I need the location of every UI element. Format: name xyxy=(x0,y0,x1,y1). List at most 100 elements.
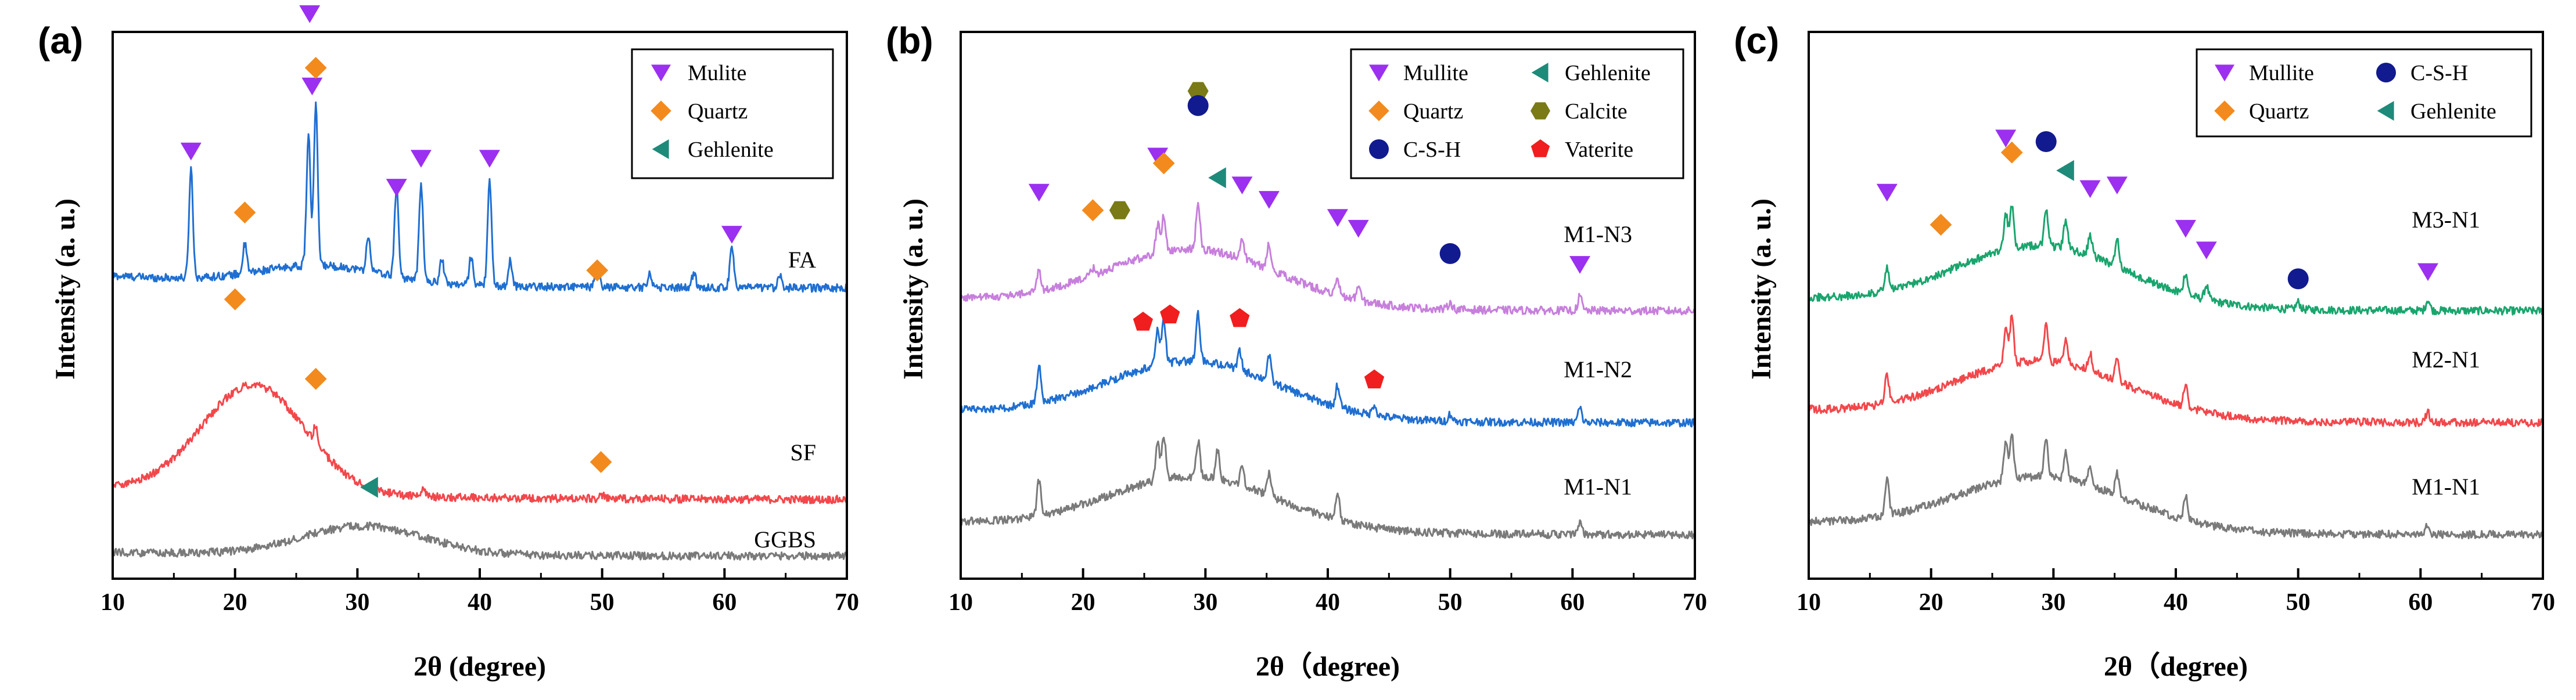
panel-b-marker-mullite-0 xyxy=(1028,183,1050,202)
panel-a-y-axis-title: Intensity (a. u.) xyxy=(50,199,81,380)
panel-c-x-tick-label-4: 50 xyxy=(2286,589,2311,616)
panel-b-series-M1-N3 xyxy=(960,201,1696,316)
panel-b-x-tick-label-5: 60 xyxy=(1560,589,1585,616)
panel-b-series-M1-N1 xyxy=(960,436,1696,540)
panel-c-marker-c-s-h-10 xyxy=(2287,268,2309,290)
panel-c-letter: (c) xyxy=(1734,20,1779,62)
panel-b-legend-marker-0 xyxy=(1369,64,1389,82)
panel-a-marker-quartz-10 xyxy=(224,288,246,311)
panel-a-marker-mulite-5 xyxy=(479,150,500,168)
panel-b-x-tick-label-1: 20 xyxy=(1071,589,1095,616)
panel-c-legend: Mullite C-S-H Quartz Gehlenite xyxy=(2196,48,2532,138)
panel-a-marker-quartz-11 xyxy=(304,367,327,390)
panel-c-ticks: 10 20 30 40 50 60 70 xyxy=(1797,568,2555,616)
panel-c-marker-mullite-2 xyxy=(2079,180,2101,199)
panel-b-marker-quartz-8 xyxy=(1152,152,1175,175)
panel-a-marker-mulite-1 xyxy=(299,5,321,23)
panel-a-x-tick-label-3: 40 xyxy=(468,589,492,616)
panel-c-x-tick-label-5: 60 xyxy=(2408,589,2433,616)
panel-b-ticks: 10 20 30 40 50 60 70 xyxy=(949,568,1707,616)
panel-b-marker-mullite-5 xyxy=(1348,219,1369,238)
panel-b-legend-box xyxy=(1350,48,1684,179)
panel-b-legend-label-0: Mullite xyxy=(1403,61,1468,85)
panel-c-x-tick-label-1: 20 xyxy=(1919,589,1943,616)
panel-b-marker-calcite-9 xyxy=(1109,201,1130,219)
panel-c-series-M1-N1 xyxy=(1808,433,2544,540)
panel-a-sample-label-0: FA xyxy=(788,247,816,273)
panel-c-markers xyxy=(1876,129,2438,290)
panel-c-marker-mullite-1 xyxy=(1995,129,2017,147)
panel-a-x-tick-label-1: 20 xyxy=(223,589,247,616)
panel-b-series-M1-N2 xyxy=(960,309,1696,428)
panel-c-legend-label-1: C-S-H xyxy=(2410,61,2468,85)
panel-c-series-M3-N1 xyxy=(1808,205,2544,316)
panel-c-series xyxy=(1808,205,2544,540)
panel-b-marker-quartz-7 xyxy=(1082,199,1104,222)
panel-a-x-tick-label-2: 30 xyxy=(345,589,369,616)
panel-b-x-tick-label-2: 30 xyxy=(1193,589,1217,616)
panel-a-series-SF xyxy=(112,381,847,504)
panel-b-marker-gehlenite-13 xyxy=(1208,167,1226,189)
panel-a-marker-mulite-3 xyxy=(386,179,407,197)
panel-a: (a) Intensity (a. u.) 2θ (degree) 10 20 30… xyxy=(38,5,859,682)
panel-a-marker-quartz-7 xyxy=(233,201,256,223)
panel-a-series-GGBS xyxy=(112,521,847,561)
panel-b-x-tick-label-6: 70 xyxy=(1683,589,1707,616)
panel-a-marker-mulite-0 xyxy=(180,142,202,161)
panel-a-legend-marker-1 xyxy=(651,100,671,121)
panel-c-sample-label-1: M2-N1 xyxy=(2412,347,2480,373)
panel-a-markers xyxy=(180,5,742,498)
panel-a-x-axis-title: 2θ (degree) xyxy=(414,651,546,682)
panel-c-x-tick-label-0: 10 xyxy=(1797,589,1821,616)
panel-c-marker-quartz-8 xyxy=(2000,141,2023,164)
panel-a-marker-gehlenite-13 xyxy=(360,477,378,498)
panel-c-marker-mullite-6 xyxy=(2417,263,2438,282)
panel-b-marker-mullite-3 xyxy=(1258,191,1280,209)
panel-c-plot-frame xyxy=(1808,31,2544,580)
panel-b-legend-label-3: Calcite xyxy=(1565,99,1627,124)
panel-b-marker-vaterite-16 xyxy=(1230,308,1250,327)
panel-c-legend-marker-1 xyxy=(2376,63,2396,82)
panel-c-marker-gehlenite-11 xyxy=(2056,160,2074,181)
panel-c-marker-c-s-h-9 xyxy=(2035,131,2057,153)
panel-a-marker-mulite-6 xyxy=(721,226,742,244)
panel-c-marker-mullite-4 xyxy=(2175,219,2196,238)
panel-a-legend-label-1: Quartz xyxy=(688,99,748,124)
panel-c-legend-marker-2 xyxy=(2214,100,2235,121)
panel-c: (c) Intensity (a. u.) 2θ（degree) 10 20 30 4… xyxy=(1734,20,2555,682)
panel-b-x-tick-label-4: 50 xyxy=(1438,589,1463,616)
panel-c-x-tick-label-6: 70 xyxy=(2531,589,2555,616)
panel-b-legend-marker-3 xyxy=(1530,102,1550,120)
panel-a-x-tick-label-4: 50 xyxy=(590,589,615,616)
panel-b-marker-mullite-6 xyxy=(1569,256,1590,274)
panel-b-marker-c-s-h-11 xyxy=(1187,95,1209,116)
panel-a-marker-mulite-2 xyxy=(301,77,323,96)
panel-c-legend-label-3: Gehlenite xyxy=(2410,99,2496,124)
panel-c-x-tick-label-2: 30 xyxy=(2041,589,2065,616)
panel-b-series xyxy=(960,201,1696,540)
panel-a-legend-label-2: Gehlenite xyxy=(688,138,774,162)
panel-c-marker-mullite-5 xyxy=(2196,241,2217,259)
panel-a-marker-quartz-8 xyxy=(304,57,327,79)
panel-a-ticks: 10 20 30 40 50 60 70 xyxy=(100,568,859,616)
panel-a-x-tick-label-0: 10 xyxy=(100,589,125,616)
panel-b-letter: (b) xyxy=(886,20,933,62)
panel-a-legend-marker-2 xyxy=(652,139,669,159)
panel-a-x-tick-label-6: 70 xyxy=(835,589,859,616)
panel-b-legend: Mullite Gehlenite Quartz Calcite C-S-H V… xyxy=(1350,48,1684,179)
panel-a-marker-quartz-9 xyxy=(586,259,609,282)
panel-a-plot-frame xyxy=(112,31,848,580)
panel-a-series xyxy=(112,101,848,561)
panel-b-plot-frame xyxy=(960,31,1696,580)
panel-b-legend-label-1: Gehlenite xyxy=(1565,61,1651,85)
panel-b-marker-mullite-2 xyxy=(1231,176,1253,194)
panel-b-sample-label-2: M1-N1 xyxy=(1564,474,1632,500)
panel-c-legend-marker-0 xyxy=(2215,64,2234,82)
panel-c-marker-quartz-7 xyxy=(1930,214,1952,236)
panel-b-markers xyxy=(1028,82,1590,389)
panel-a-marker-mulite-4 xyxy=(410,150,432,168)
panel-b-legend-label-5: Vaterite xyxy=(1565,138,1633,162)
panel-a-sample-label-1: SF xyxy=(791,439,817,466)
panel-b-legend-marker-4 xyxy=(1369,139,1389,159)
